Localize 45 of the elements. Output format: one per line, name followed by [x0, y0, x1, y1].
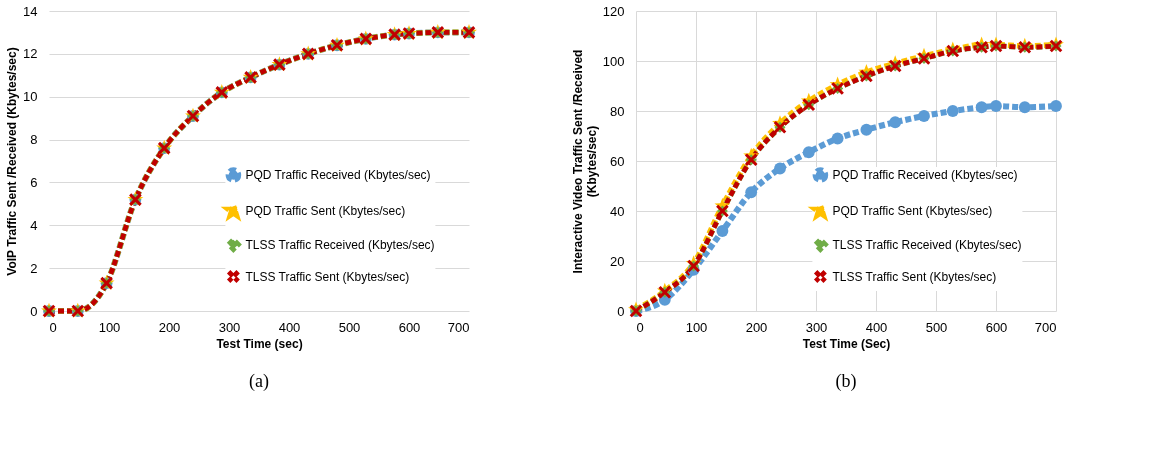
- x-tick-label: 300: [805, 319, 828, 335]
- x-tick-label: 600: [398, 319, 421, 335]
- legend-label: TLSS Traffic Sent (Kbytes/sec): [245, 269, 410, 284]
- legend-label: PQD Traffic Received (Kbytes/sec): [245, 168, 431, 182]
- x-tick-label: 400: [278, 319, 301, 335]
- legend-label: TLSS Traffic Sent (Kbytes/sec): [832, 269, 997, 284]
- x-axis-title: Test Time (sec): [216, 336, 303, 351]
- y-tick-label: 4: [30, 217, 38, 233]
- x-axis-title: Test Time (Sec): [802, 336, 891, 351]
- x-tick-label: 200: [745, 319, 768, 335]
- y-tick-label: 2: [30, 260, 38, 276]
- y-tick-label: 60: [610, 153, 625, 169]
- x-tick-label: 400: [865, 319, 888, 335]
- y-tick-label: 0: [617, 303, 625, 319]
- x-tick-label: 600: [985, 319, 1008, 335]
- y-tick-label: 20: [610, 253, 625, 269]
- y-tick-label: 6: [30, 174, 38, 190]
- y-tick-label: 0: [30, 303, 38, 319]
- legend-label: PQD Traffic Sent (Kbytes/sec): [245, 204, 406, 218]
- x-tick-label: 0: [49, 319, 57, 335]
- legend-label: PQD Traffic Sent (Kbytes/sec): [832, 204, 993, 218]
- y-axis-title: VoIP Traffic Sent /Received (Kbytes/sec): [5, 47, 20, 276]
- legend-label: TLSS Traffic Received (Kbytes/sec): [245, 237, 435, 252]
- x-tick-label: 200: [158, 319, 181, 335]
- y-tick-label: 120: [602, 3, 625, 19]
- y-tick-label: 80: [610, 103, 625, 119]
- x-tick-label: 100: [685, 319, 708, 335]
- legend-label: PQD Traffic Received (Kbytes/sec): [832, 168, 1018, 182]
- y-axis-title: Interactive Video Traffic Sent /Received (Kbytes/sec): [570, 49, 599, 274]
- x-tick-label: 100: [98, 319, 121, 335]
- legend-label: TLSS Traffic Received (Kbytes/sec): [832, 237, 1022, 252]
- text: (a): [249, 371, 269, 392]
- y-tick-label: 12: [23, 46, 38, 62]
- x-tick-label: 300: [218, 319, 241, 335]
- x-tick-label: 500: [925, 319, 948, 335]
- x-tick-label: 0: [636, 319, 644, 335]
- y-tick-label: 100: [602, 53, 625, 69]
- x-tick-label: 500: [338, 319, 361, 335]
- text: (b): [835, 371, 857, 392]
- y-tick-label: 8: [30, 132, 38, 148]
- x-tick-label: 700: [447, 319, 470, 335]
- y-tick-label: 10: [23, 89, 38, 105]
- y-tick-label: 14: [23, 3, 38, 19]
- x-tick-label: 700: [1034, 319, 1057, 335]
- y-tick-label: 40: [610, 203, 625, 219]
